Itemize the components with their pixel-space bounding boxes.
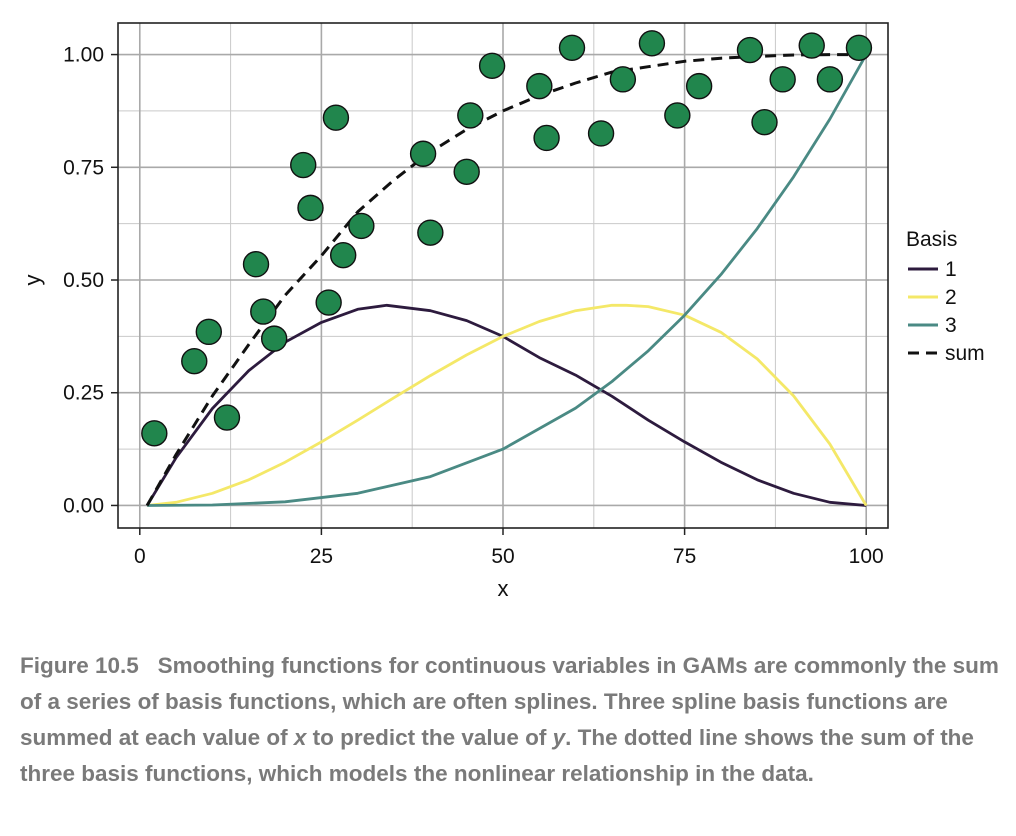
legend-label-3: 3: [945, 314, 957, 337]
data-point: [290, 151, 317, 179]
caption-text-2: to predict the value of: [306, 725, 553, 750]
data-point: [242, 251, 270, 278]
data-point: [558, 34, 586, 61]
series-line-sum: [145, 53, 867, 507]
legend: Basis 1 2 3 sum: [906, 228, 985, 365]
legend-label-1: 1: [945, 258, 957, 281]
data-point: [181, 347, 208, 375]
data-point: [751, 108, 778, 136]
data-point: [609, 66, 637, 93]
data-point: [664, 102, 691, 129]
y-tick-label: 0.25: [63, 382, 104, 405]
data-point: [141, 420, 168, 447]
caption-var-x: x: [293, 725, 307, 750]
caption-text-3: . The dotted line shows the sum of the t…: [20, 725, 974, 786]
data-point: [526, 72, 553, 100]
legend-label-2: 2: [945, 286, 957, 309]
series-line-3: [147, 53, 868, 507]
data-point: [260, 325, 288, 352]
data-point: [769, 66, 796, 93]
x-tick-label: 50: [491, 545, 514, 568]
data-point: [453, 158, 480, 185]
data-point: [638, 30, 666, 57]
caption-label: Figure 10.5: [20, 653, 139, 678]
data-point: [798, 32, 825, 59]
data-point: [315, 289, 342, 316]
data-point: [845, 34, 873, 61]
caption-text-1: Smoothing functions for continuous varia…: [20, 653, 999, 750]
data-point: [587, 120, 615, 147]
data-point: [348, 212, 375, 240]
chart: 0 25 50 75 100 0.00 0.25 0.50 0.75 1.00 x y Basis…: [20, 22, 985, 601]
series-line-2: [146, 303, 868, 507]
data-point: [736, 36, 764, 64]
data-point: [297, 194, 324, 222]
x-tick-label: 25: [310, 545, 333, 568]
legend-label-sum: sum: [945, 342, 985, 365]
x-axis-title: x: [498, 576, 509, 601]
y-axis-title: y: [20, 275, 45, 286]
y-tick-label: 0.75: [63, 156, 104, 179]
data-point: [195, 318, 223, 346]
x-tick-label: 100: [849, 545, 884, 568]
data-point: [329, 242, 357, 269]
data-point: [213, 404, 241, 431]
data-point: [816, 66, 844, 93]
data-point: [685, 72, 713, 100]
data-point: [322, 104, 350, 131]
data-point: [409, 140, 437, 167]
grid: [118, 23, 888, 528]
x-tick-label: 75: [673, 545, 696, 568]
caption-var-y: y: [552, 725, 566, 750]
data-point: [478, 52, 506, 80]
data-point: [250, 298, 277, 325]
legend-title: Basis: [906, 228, 957, 251]
data-point: [457, 102, 484, 129]
y-tick-label: 0.00: [63, 494, 104, 517]
data-point: [533, 124, 560, 152]
x-tick-label: 0: [134, 545, 146, 568]
data-points: [141, 30, 873, 447]
y-tick-label: 0.50: [63, 269, 104, 292]
figure-caption: Figure 10.5 Smoothing functions for cont…: [20, 648, 1005, 792]
axis-ticks: 0 25 50 75 100 0.00 0.25 0.50 0.75 1.00: [63, 44, 884, 568]
series-lines: [145, 53, 868, 507]
y-tick-label: 1.00: [63, 44, 104, 67]
data-point: [417, 219, 444, 246]
